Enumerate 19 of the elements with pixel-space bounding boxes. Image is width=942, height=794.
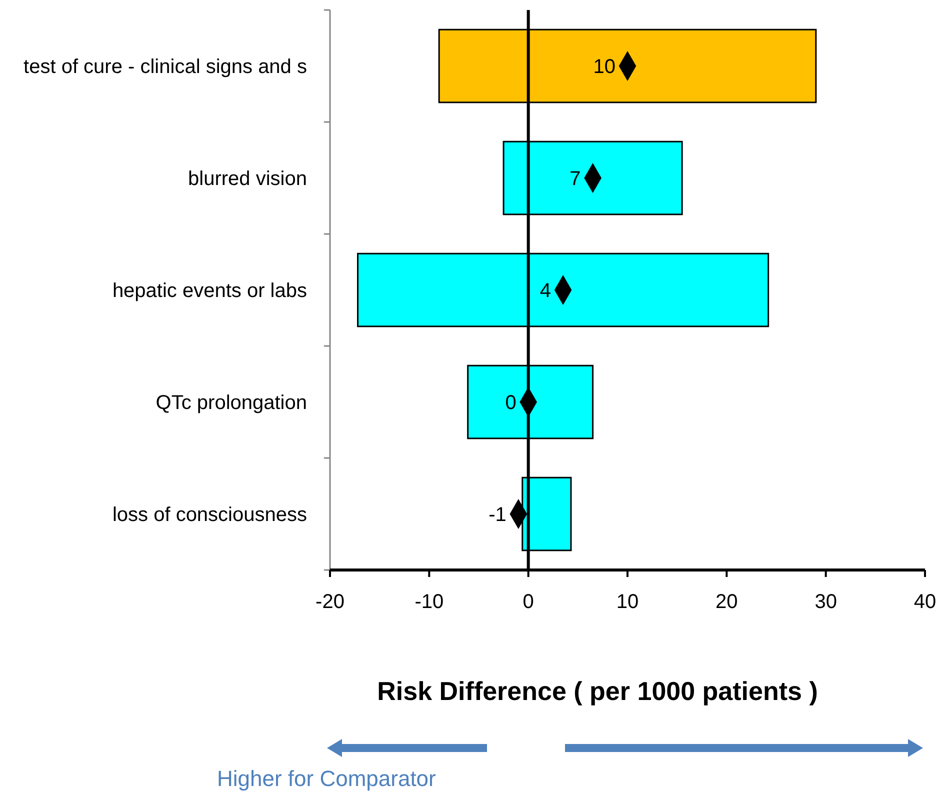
x-tick-label: 0 — [522, 591, 534, 613]
x-tick-label: 40 — [914, 591, 936, 613]
data-label: 10 — [593, 56, 616, 78]
y-tick-label: test of cure - clinical signs and s — [24, 56, 307, 78]
y-tick-label: hepatic events or labs — [112, 280, 307, 302]
y-tick-label: loss of consciousness — [112, 504, 307, 526]
x-tick-label: 20 — [716, 591, 738, 613]
text: Higher for Comparator — [217, 766, 436, 791]
x-axis-title: Risk Difference ( per 1000 patients ) — [377, 676, 818, 706]
y-tick-label: QTc prolongation — [156, 392, 307, 414]
x-tick-label: 30 — [814, 591, 837, 613]
data-label: -1 — [488, 504, 506, 526]
x-tick-label: -20 — [316, 591, 344, 613]
x-tick-label: 10 — [616, 591, 639, 613]
data-label: 4 — [540, 280, 552, 302]
y-tick-label: blurred vision — [188, 168, 307, 190]
x-tick-label: -10 — [414, 591, 444, 613]
data-label: 7 — [570, 168, 581, 190]
data-label: 0 — [505, 392, 516, 414]
